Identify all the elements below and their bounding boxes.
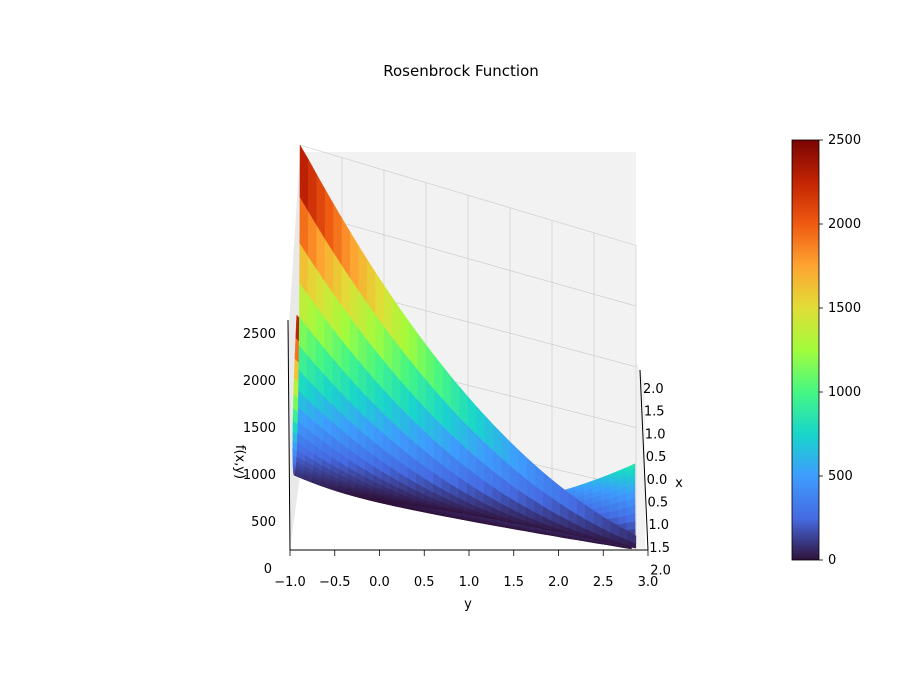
x-tick-label-3: 0.5 — [646, 450, 667, 465]
z-tick-label-2: 1000 — [243, 468, 276, 483]
surface-patch-1599 — [627, 531, 637, 544]
colorbar-ticks: 0 500 1000 1500 2000 2500 — [819, 133, 861, 568]
y-tick-label-6: 2.0 — [548, 575, 569, 590]
grid-line-z-4 — [299, 210, 637, 307]
x-axis-line — [639, 369, 649, 551]
surface-plot — [292, 144, 637, 550]
y-tick-label-8: 3.0 — [638, 575, 659, 590]
surface-patch-425 — [504, 522, 514, 526]
y-axis-ticks: −1.0 −0.5 0.0 0.5 1.0 1.5 2.0 2.5 3.0 — [274, 550, 658, 590]
axes: −1.0 −0.5 0.0 0.5 1.0 1.5 2.0 2.5 3.0 0 500 1000 15… — [232, 319, 683, 612]
x-tick-label-5: 0.5 — [648, 496, 669, 511]
colorbar: 0 500 1000 1500 2000 2500 — [791, 133, 861, 568]
z-tick-label-5: 2500 — [243, 327, 276, 342]
y-axis-label: y — [464, 597, 472, 612]
z-axis-ticks: 0 500 1000 1500 2000 2500 — [243, 327, 276, 577]
colorbar-tick-label-4: 2000 — [828, 217, 861, 232]
z-axis-line — [287, 319, 291, 551]
z-tick-label-3: 1500 — [243, 421, 276, 436]
z-axis-label: f(x,y) — [232, 445, 247, 479]
colorbar-tick-label-5: 2500 — [828, 133, 861, 148]
colorbar-tick-label-2: 1000 — [828, 385, 861, 400]
x-tick-label-2: 1.0 — [645, 427, 666, 442]
x-axis-label: x — [675, 476, 683, 491]
y-tick-label-4: 1.0 — [459, 575, 480, 590]
z-tick-label-0: 0 — [264, 562, 272, 577]
chart-title: Rosenbrock Function — [383, 62, 539, 80]
y-tick-label-3: 0.5 — [414, 575, 435, 590]
x-tick-label-1: 1.5 — [644, 405, 665, 420]
y-tick-label-1: −0.5 — [319, 575, 351, 590]
colorbar-bar — [791, 139, 820, 561]
y-tick-label-2: 0.0 — [369, 575, 390, 590]
x-tick-label-8: 2.0 — [650, 564, 671, 579]
colorbar-tick-label-0: 0 — [828, 553, 836, 568]
surface-patch-463 — [487, 519, 497, 523]
colorbar-tick-label-3: 1500 — [828, 301, 861, 316]
surface-patch-1319 — [626, 521, 636, 531]
y-tick-label-5: 1.5 — [503, 575, 524, 590]
z-tick-label-1: 500 — [251, 515, 276, 530]
x-tick-label-0: 2.0 — [643, 382, 664, 397]
x-axis-ticks: 2.0 1.5 1.0 0.5 0.0 0.5 1.0 1.5 2.0 — [643, 382, 671, 579]
z-tick-label-4: 2000 — [243, 374, 276, 389]
grid-line-z-5 — [299, 144, 637, 246]
x-tick-label-6: 1.0 — [648, 518, 669, 533]
y-tick-label-0: −1.0 — [274, 575, 306, 590]
colorbar-tick-label-1: 500 — [828, 469, 853, 484]
x-tick-label-4: 0.0 — [647, 473, 668, 488]
y-tick-label-7: 2.5 — [593, 575, 614, 590]
x-tick-label-7: 1.5 — [649, 541, 670, 556]
